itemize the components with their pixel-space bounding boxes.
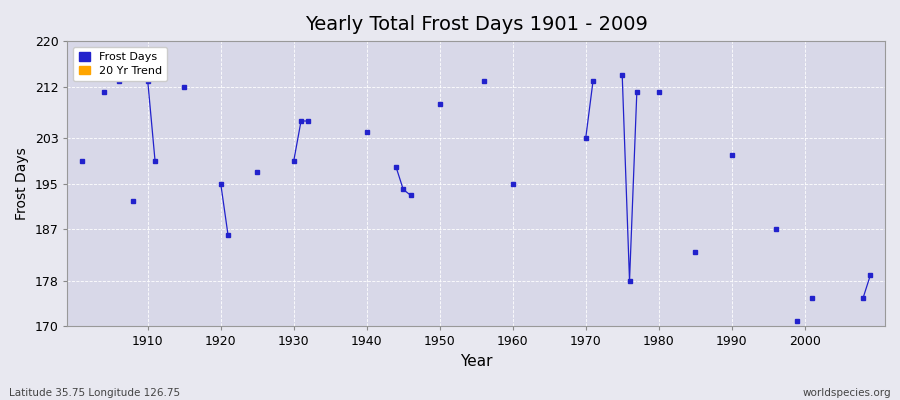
- Y-axis label: Frost Days: Frost Days: [15, 147, 29, 220]
- X-axis label: Year: Year: [460, 354, 492, 369]
- Title: Yearly Total Frost Days 1901 - 2009: Yearly Total Frost Days 1901 - 2009: [305, 15, 648, 34]
- Text: Latitude 35.75 Longitude 126.75: Latitude 35.75 Longitude 126.75: [9, 388, 180, 398]
- Legend: Frost Days, 20 Yr Trend: Frost Days, 20 Yr Trend: [73, 47, 167, 81]
- Text: worldspecies.org: worldspecies.org: [803, 388, 891, 398]
